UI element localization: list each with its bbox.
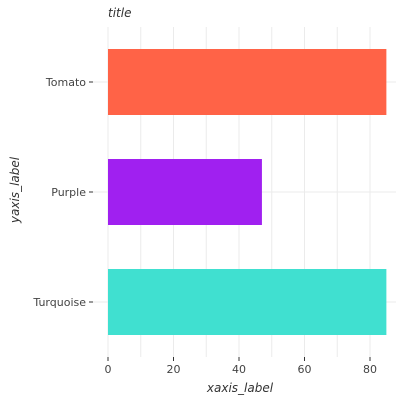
bar-tomato xyxy=(108,49,387,115)
y-tick-label: Turquoise xyxy=(32,296,86,309)
x-tick-label: 60 xyxy=(298,363,312,376)
x-axis-label: xaxis_label xyxy=(206,381,274,395)
y-axis: Turquoise Purple Tomato xyxy=(32,76,93,309)
x-tick-label: 0 xyxy=(105,363,112,376)
bar-turquoise xyxy=(108,269,387,335)
x-axis: 0 20 40 60 80 xyxy=(105,357,377,376)
y-tick-label: Tomato xyxy=(45,76,86,89)
chart-title: title xyxy=(108,6,131,20)
x-tick-label: 20 xyxy=(167,363,181,376)
x-tick-label: 80 xyxy=(363,363,377,376)
bars xyxy=(108,49,387,335)
bar-purple xyxy=(108,159,262,225)
x-tick-label: 40 xyxy=(232,363,246,376)
y-axis-label: yaxis_label xyxy=(8,156,22,224)
y-tick-label: Purple xyxy=(51,186,86,199)
